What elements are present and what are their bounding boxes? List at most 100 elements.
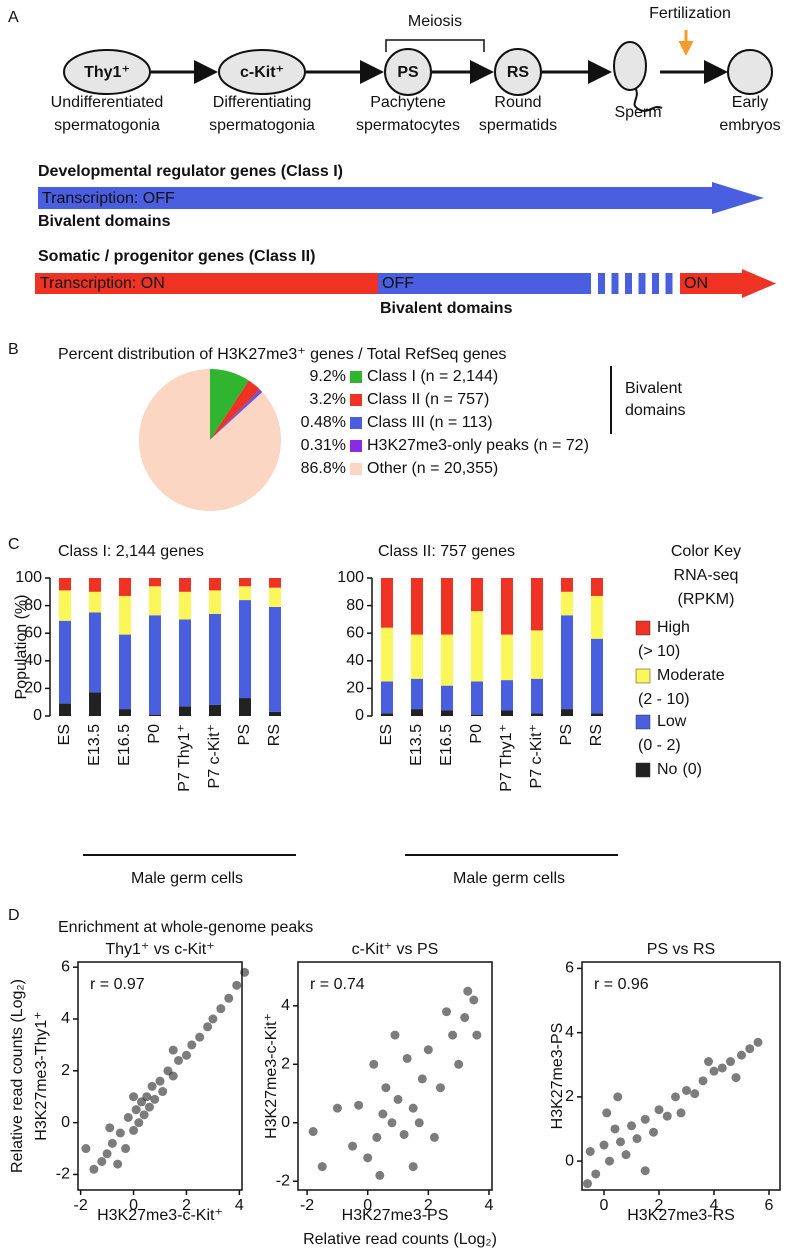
bar-segment [471, 714, 483, 716]
x-tick-label: 0 [600, 1197, 609, 1214]
legend-range: (0 - 2) [638, 737, 681, 754]
y-tick-label: 0 [61, 1114, 70, 1131]
cell-node [727, 49, 773, 95]
chart-title: Class I: 2,144 genes [58, 543, 204, 560]
scatter-point [187, 1040, 197, 1050]
value-label: 3.2% [310, 391, 346, 408]
bar-segment [269, 711, 281, 716]
legend-title: RNA-seq [674, 567, 739, 584]
panel-label: C [8, 536, 20, 553]
scatter-point [369, 1059, 379, 1069]
track-stripe [652, 273, 659, 294]
value-label: 0.31% [301, 437, 346, 454]
node-caption: Sperm [614, 104, 661, 121]
bar-segment [239, 698, 251, 716]
bar-segment [381, 713, 393, 716]
bar-segment [561, 615, 573, 710]
x-tick-label: PS [236, 724, 253, 745]
track-text: Transcription: ON [40, 275, 165, 292]
cell-node [494, 48, 542, 96]
x-tick-label: 0 [363, 1197, 372, 1214]
bar-segment [591, 713, 603, 716]
legend-label: High [657, 619, 690, 636]
scatter-point [591, 1169, 601, 1179]
y-tick-label: 80 [24, 597, 42, 614]
node-caption: Early [732, 94, 768, 111]
scatter-point [168, 1045, 178, 1055]
track-band [378, 273, 591, 294]
scatter-point [448, 1030, 458, 1040]
node-caption: Differentiating [213, 94, 311, 111]
scatter-point [150, 1094, 160, 1104]
x-tick-label: 2 [424, 1197, 433, 1214]
x-tick-label: E13.5 [408, 724, 425, 766]
bar-segment [239, 586, 251, 601]
scatter-point [381, 1083, 391, 1093]
scatter-point [627, 1121, 636, 1131]
scatter-point [317, 1162, 327, 1172]
legend-range: (0) [682, 761, 702, 778]
bar-segment [149, 615, 161, 715]
scatter-point [168, 1071, 178, 1081]
node-caption: Pachytene [370, 94, 446, 111]
node-caption: Round [494, 94, 541, 111]
legend-swatch [350, 463, 362, 475]
bar-segment [531, 713, 543, 716]
node-label: c-Kit⁺ [240, 64, 284, 81]
scatter-point [115, 1128, 125, 1138]
chart-title: Thy1⁺ vs c-Kit⁺ [105, 941, 214, 958]
scatter-point [113, 1159, 123, 1169]
scatter-point [671, 1092, 680, 1102]
x-tick-label: 2 [655, 1197, 664, 1214]
y-tick-label: 6 [61, 958, 70, 975]
bar-segment [239, 578, 251, 587]
bar-segment [591, 638, 603, 714]
y-tick-label: 4 [61, 1010, 70, 1027]
bar-segment [119, 634, 131, 710]
scatter-point [682, 1085, 691, 1095]
group-label: Male germ cells [131, 870, 243, 887]
node-caption: spermatids [479, 117, 557, 134]
x-tick-label: RS [266, 724, 283, 746]
scatter-point [454, 1059, 464, 1069]
bracket-label: domains [625, 402, 685, 419]
scatter-point [81, 1144, 91, 1154]
annotation: r = 0.97 [90, 976, 145, 993]
track-text: Transcription: OFF [42, 190, 175, 207]
bar-segment [411, 578, 423, 635]
scatter-point [737, 1050, 746, 1060]
bar-segment [531, 678, 543, 714]
node-caption: Undifferentiated [51, 94, 164, 111]
node-label: PS [397, 64, 419, 81]
x-tick-label: ES [378, 724, 395, 745]
y-tick-label: 2 [61, 1062, 70, 1079]
scatter-point [393, 1094, 403, 1104]
scatter-point [332, 1103, 342, 1113]
scatter-point [375, 1170, 385, 1180]
x-tick-label: P7 Thy1⁺ [176, 724, 193, 792]
scatter-point [602, 1108, 612, 1118]
bar-segment [59, 590, 71, 621]
scatter-point [97, 1157, 107, 1166]
bar-segment [209, 704, 221, 716]
scatter-point [676, 1108, 686, 1118]
scatter-point [131, 1105, 141, 1115]
track-title: Somatic / progenitor genes (Class II) [38, 248, 315, 265]
bar-segment [501, 680, 513, 711]
x-tick-label: 4 [485, 1197, 494, 1214]
cell-node [218, 49, 306, 95]
scatter-point [583, 1179, 592, 1189]
legend-swatch [350, 440, 362, 452]
node-caption: spermatocytes [356, 117, 460, 134]
node-label: RS [507, 64, 530, 81]
track-title: Developmental regulator genes (Class I) [38, 163, 343, 180]
y-tick-label: 40 [346, 652, 364, 669]
legend-label: Moderate [657, 667, 725, 684]
scatter-point [654, 1105, 664, 1115]
legend-label: Other (n = 20,355) [367, 460, 498, 477]
legend-label: Class I (n = 2,144) [367, 368, 498, 385]
track-stripe [611, 273, 619, 294]
x-axis-label: H3K27me3-c-Kit⁺ [97, 1207, 223, 1224]
bar-segment [381, 681, 393, 714]
track-text: ON [684, 275, 708, 292]
